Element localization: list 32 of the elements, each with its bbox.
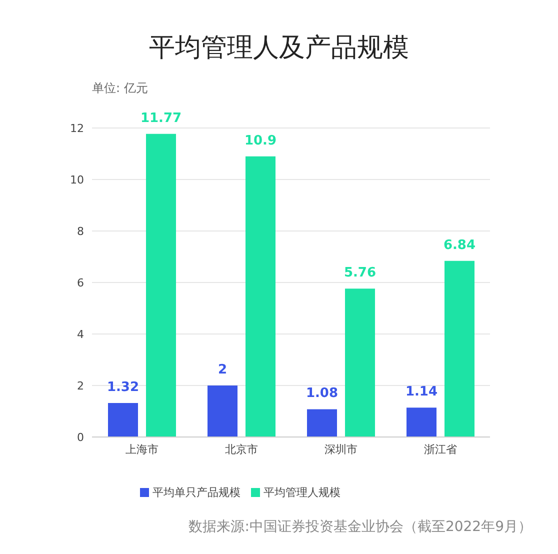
legend-label: 平均单只产品规模 [152, 486, 240, 499]
y-axis-title: 单位: 亿元 [92, 80, 148, 97]
bar [345, 288, 375, 437]
y-tick-label: 12 [70, 122, 84, 135]
bar [444, 260, 474, 437]
source-note: 数据来源:中国证券投资基金业协会（截至2022年9月） [188, 518, 532, 536]
y-tick-label: 6 [77, 276, 84, 290]
x-tick-label: 北京市 [224, 442, 258, 456]
data-label: 5.76 [344, 266, 376, 281]
bar [307, 409, 337, 437]
y-tick-label: 4 [77, 328, 84, 341]
y-tick-label: 8 [77, 224, 84, 238]
x-tick-label: 浙江省 [424, 442, 457, 456]
data-label: 1.14 [405, 384, 438, 400]
x-tick-label: 深圳市 [324, 442, 358, 456]
y-tick-label: 2 [77, 379, 84, 392]
data-label: 2 [218, 362, 228, 378]
data-label: 1.08 [306, 386, 338, 402]
bar [406, 408, 436, 437]
data-label: 11.77 [140, 110, 182, 126]
bar [146, 134, 176, 437]
y-tick-label: 10 [70, 173, 84, 186]
bar [208, 386, 238, 437]
chart-title: 平均管理人及产品规模 [148, 32, 410, 65]
x-tick-label: 上海市 [125, 442, 158, 456]
y-tick-label: 0 [77, 430, 84, 444]
data-label: 1.32 [106, 380, 140, 396]
data-label: 6.84 [443, 238, 476, 253]
bar [246, 156, 276, 437]
legend-label: 平均管理人规模 [264, 486, 340, 499]
data-label: 10.9 [244, 133, 277, 148]
bar [108, 403, 138, 437]
